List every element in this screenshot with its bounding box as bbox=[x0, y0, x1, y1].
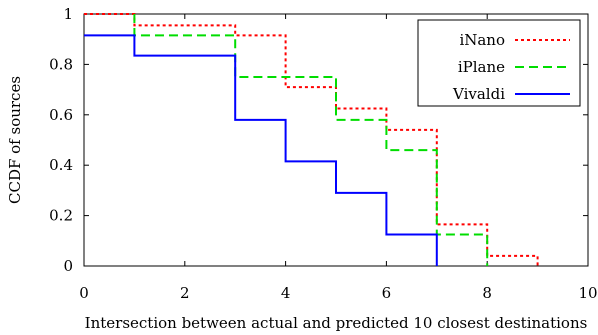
legend-label-vivaldi: Vivaldi bbox=[452, 85, 505, 103]
plot-frame bbox=[83, 13, 589, 267]
legend-label-inano: iNano bbox=[459, 31, 505, 49]
x-tick-label: 8 bbox=[482, 284, 492, 302]
series-line-vivaldi bbox=[84, 34, 438, 266]
legend: iNano iPlane Vivaldi bbox=[417, 19, 581, 107]
legend-box bbox=[417, 19, 581, 107]
y-tick-label: 1 bbox=[63, 5, 73, 23]
axis-ticks bbox=[83, 13, 589, 267]
x-tick-label: 4 bbox=[281, 284, 291, 302]
y-axis-label: CCDF of sources bbox=[6, 76, 24, 204]
x-tick-label: 6 bbox=[382, 284, 392, 302]
x-axis-label: Intersection between actual and predicte… bbox=[85, 314, 588, 332]
y-tick-label: 0.4 bbox=[49, 156, 73, 174]
x-tick-label: 0 bbox=[79, 284, 89, 302]
x-tick-label: 2 bbox=[180, 284, 190, 302]
series-line-inano bbox=[84, 13, 539, 266]
y-tick-label: 0.8 bbox=[49, 55, 73, 73]
series-lines bbox=[84, 13, 539, 266]
y-tick-label: 0.2 bbox=[49, 207, 73, 225]
axis-tick-labels: 0 2 4 6 8 10 0 0.2 0.4 0.6 0.8 1 bbox=[49, 5, 597, 302]
x-tick-label: 10 bbox=[578, 284, 597, 302]
y-tick-label: 0 bbox=[63, 257, 73, 275]
y-tick-label: 0.6 bbox=[49, 106, 73, 124]
legend-label-iplane: iPlane bbox=[458, 58, 505, 76]
series-line-iplane bbox=[133, 14, 489, 266]
